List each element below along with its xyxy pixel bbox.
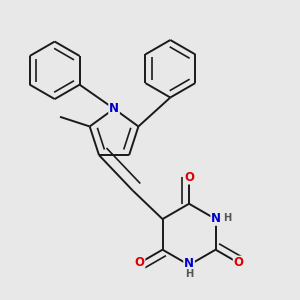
Text: O: O bbox=[134, 256, 145, 269]
Text: N: N bbox=[211, 212, 221, 225]
Text: H: H bbox=[223, 213, 232, 224]
Text: N: N bbox=[184, 257, 194, 270]
Text: O: O bbox=[234, 256, 244, 269]
Text: N: N bbox=[109, 102, 119, 115]
Text: O: O bbox=[184, 171, 194, 184]
Text: H: H bbox=[185, 269, 193, 279]
